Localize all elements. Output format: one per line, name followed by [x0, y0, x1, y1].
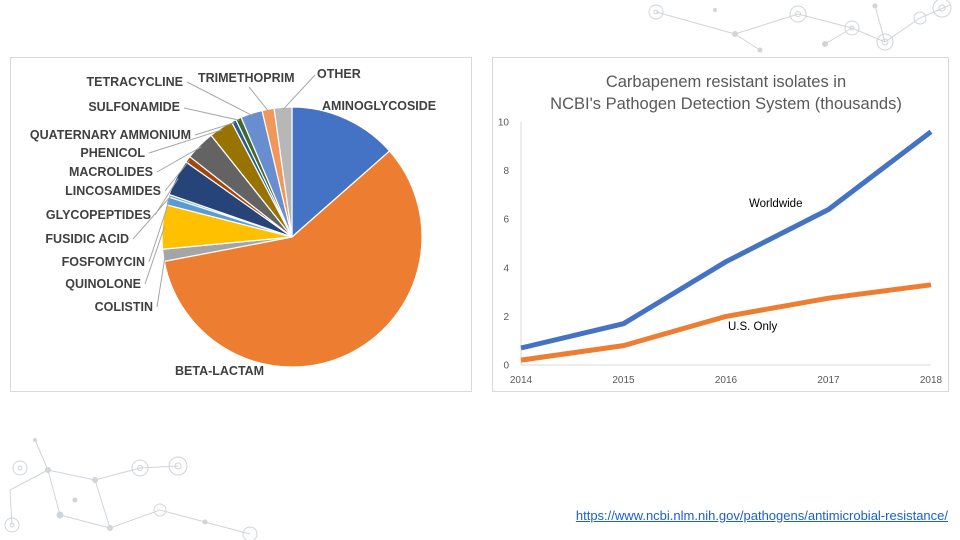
y-tick-4: 4	[503, 263, 509, 274]
network-decoration-bottom-left	[4, 438, 258, 540]
x-tick-2014: 2014	[510, 375, 533, 386]
pie-label-quaternary-ammonium: QUATERNARY AMMONIUM	[30, 128, 191, 142]
pie-leader-lines	[132, 74, 316, 308]
x-axis-ticks: 2014 2015 2016 2017 2018	[510, 375, 943, 386]
leader-line-quaternary-ammonium	[194, 122, 235, 136]
y-tick-10: 10	[498, 118, 510, 129]
x-tick-2018: 2018	[920, 375, 943, 386]
pie-label-fusidic-acid: FUSIDIC ACID	[45, 232, 129, 246]
pie-label-phenicol: PHENICOL	[80, 146, 145, 160]
series-line-worldwide	[520, 129, 933, 351]
leader-line-fusidic-acid	[132, 195, 171, 240]
leader-line-fosfomycin	[148, 201, 170, 263]
pie-label-aminoglycoside: AMINOGLYCOSIDE	[322, 99, 436, 113]
line-chart-panel: Carbapenem resistant isolates in NCBI's …	[492, 57, 949, 392]
leader-line-glycopeptides	[154, 178, 179, 216]
x-tick-2015: 2015	[612, 375, 635, 386]
leader-line-trimethoprim	[248, 86, 269, 112]
leader-line-macrolides	[156, 146, 202, 173]
pie-labels: AMINOGLYCOSIDE BETA-LACTAM COLISTIN QUINOLO…	[30, 67, 436, 378]
pie-label-beta-lactam: BETA-LACTAM	[175, 364, 264, 378]
pie-label-macrolides: MACROLIDES	[69, 165, 153, 179]
pie-label-fosfomycin: FOSFOMYCIN	[62, 255, 145, 269]
pie-slice-beta-lactam	[163, 150, 423, 368]
leader-line-other	[282, 74, 316, 110]
pie-label-sulfonamide: SULFONAMIDE	[88, 100, 180, 114]
y-axis-ticks: 0 2 4 6 8 10	[498, 118, 510, 372]
pie-slice-other	[273, 106, 293, 238]
pie-label-colistin: COLISTIN	[95, 300, 153, 314]
x-tick-2016: 2016	[715, 375, 738, 386]
leader-line-lincosamides	[164, 160, 190, 192]
y-tick-8: 8	[503, 166, 509, 177]
series-label-worldwide: Worldwide	[749, 198, 802, 210]
pie-label-trimethoprim: TRIMETHOPRIM	[198, 71, 295, 85]
pie-slice-aminoglycoside	[291, 106, 391, 239]
pie-label-glycopeptides: GLYCOPEPTIDES	[46, 208, 151, 222]
pie-chart-panel: AMINOGLYCOSIDE BETA-LACTAM COLISTIN QUINOLO…	[10, 57, 472, 392]
line-series	[520, 129, 933, 363]
pie-label-quinolone: QUINOLONE	[65, 277, 141, 291]
leader-line-phenicol	[148, 129, 223, 154]
leader-line-colistin	[156, 254, 166, 308]
carbapenem-isolates-line-chart: Carbapenem resistant isolates in NCBI's …	[498, 73, 943, 386]
leader-line-sulfonamide	[183, 107, 240, 121]
y-tick-6: 6	[503, 215, 509, 226]
y-tick-2: 2	[503, 312, 509, 323]
leader-line-quinolone	[144, 226, 165, 285]
pie-label-tetracycline: TETRACYCLINE	[86, 75, 183, 89]
y-tick-0: 0	[503, 361, 509, 372]
series-label-us-only: U.S. Only	[728, 321, 777, 333]
chart-title-line-1: Carbapenem resistant isolates in	[606, 73, 846, 91]
source-link[interactable]: https://www.ncbi.nlm.nih.gov/pathogens/a…	[575, 508, 948, 523]
series-line-u-s-only	[520, 282, 932, 363]
x-tick-2017: 2017	[817, 375, 840, 386]
leader-line-tetracycline	[186, 81, 253, 116]
pie-slices	[161, 106, 423, 368]
pie-label-other: OTHER	[317, 67, 361, 81]
amr-gene-class-pie-chart: AMINOGLYCOSIDE BETA-LACTAM COLISTIN QUINOLO…	[30, 67, 436, 378]
pie-label-lincosamides: LINCOSAMIDES	[65, 184, 161, 198]
chart-title-line-2: NCBI's Pathogen Detection System (thousa…	[550, 95, 902, 113]
network-decoration-top-right	[648, 0, 952, 53]
